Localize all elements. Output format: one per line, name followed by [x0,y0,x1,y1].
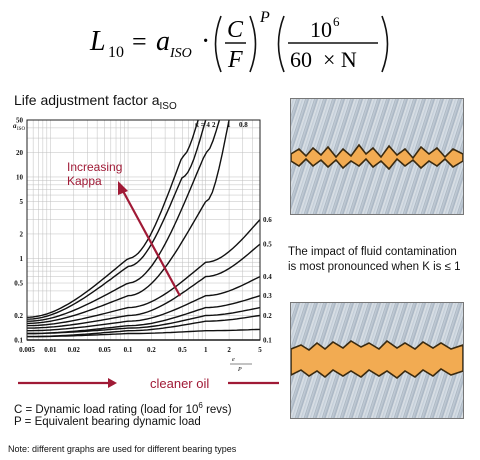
kappa-curve-0_6 [27,219,261,327]
x-tick-label: 0.5 [178,346,187,354]
kappa-right-label: 0.6 [263,216,272,224]
y-tick-label: 50 [16,117,24,125]
x-tick-label: 2 [227,346,231,354]
legend-c-prefix: C = Dynamic load rating (load for 10 [14,403,199,416]
kappa-top-label: 0.8 [239,121,248,129]
x-axis-label-denominator: P [237,367,242,373]
formula-a-sub: ISO [169,46,192,61]
x-tick-label: 0.005 [19,346,35,354]
kappa-top-label: κ = 4 [195,121,210,129]
formula-paren-right-1 [249,15,257,73]
cleaner-oil-label: cleaner oil [150,376,209,391]
y-axis-label: a [13,122,17,130]
formula-ten: 10 [310,17,332,42]
kappa-curve-0_8 [26,119,230,325]
formula-ten-sup: 6 [333,14,340,29]
x-axis-label: e [232,357,235,363]
bearing-image-clean [290,302,464,419]
y-tick-label: 1 [20,255,24,263]
formula-exponent-p: P [259,9,270,26]
formula-denominator: 60 × N [290,47,357,72]
x-tick-label: 0.01 [44,346,57,354]
cleaner-oil-arrow-head [108,378,117,388]
formula-paren-left-1 [214,15,222,73]
kappa-curve-4 [26,119,199,318]
y-tick-label: 5 [20,198,24,206]
chart-grid [26,119,261,341]
contamination-note-line1: The impact of fluid contamination [288,246,457,258]
formula-l-sub: 10 [108,44,124,61]
chart-title-sub: ISO [159,100,177,112]
x-tick-label: 0.1 [124,346,133,354]
legend-p: P = Equivalent bearing dynamic load [14,416,201,428]
arrow-label-line1: Increasing [67,160,122,174]
y-tick-label: 20 [16,149,24,157]
y-tick-label: 0.1 [14,337,23,345]
kappa-curve-0_3 [27,295,261,335]
footnote: Note: different graphs are used for diff… [8,444,237,454]
formula-a: a [156,26,170,57]
kappa-curve-1 [27,119,221,322]
x-tick-label: 1 [204,346,208,354]
bearing-image-contaminated [290,98,464,215]
increasing-kappa-arrow [122,190,181,297]
kappa-right-label: 0.3 [263,292,272,300]
life-equation: L 10 = a ISO · C F P 10 6 60 × N [89,9,389,73]
kappa-curve-2 [26,119,207,320]
kappa-top-label: 2 [212,121,216,129]
legend-c: C = Dynamic load rating (load for 106 re… [14,401,232,416]
chart-title-text: Life adjustment factor a [14,92,160,108]
legend-c-sup: 6 [198,401,203,410]
kappa-right-label: 0.1 [263,337,272,345]
plot-frame [26,119,261,341]
contamination-note: The impact of fluid contamination is mos… [288,245,480,275]
x-tick-label: 0.02 [68,346,81,354]
kappa-curve-0_2 [27,314,261,338]
cleaner-oil-indicator: cleaner oil [18,376,279,391]
formula-equals: = [132,27,147,56]
oil-film-thin [291,143,463,171]
formula-c: C [227,17,244,43]
kappa-right-label: 0.2 [263,312,272,320]
chart-ticks: 0.005 0.01 0.02 0.05 0.1 0.2 0.5 1 2 50.10.20.512… [14,117,272,355]
y-tick-label: 0.5 [14,280,23,288]
chart-curves [26,119,261,341]
formula-paren-left-2 [277,15,285,73]
chart-title: Life adjustment factor aISO [14,92,177,112]
x-tick-label: 5 [258,346,262,354]
formula-f: F [227,47,243,73]
increasing-kappa-arrow-head [118,181,128,195]
legend-c-suffix: revs) [202,403,232,416]
formula-paren-right-2 [381,15,389,73]
y-tick-label: 10 [16,173,24,181]
oil-film-thick [291,339,463,380]
aiso-chart: 0.005 0.01 0.02 0.05 0.1 0.2 0.5 1 2 50.10.20.512… [13,117,272,374]
y-tick-label: 2 [20,230,24,238]
kappa-right-label: 0.5 [263,241,272,249]
formula-dot: · [201,26,210,57]
y-tick-label: 0.2 [14,312,23,320]
bearing-illustration-1 [291,99,463,214]
formula-l: L [89,26,106,57]
kappa-curve-0_5 [27,243,261,329]
bearing-illustration-2 [291,303,463,418]
x-tick-label: 0.2 [147,346,156,354]
arrow-label-line2: Kappa [67,174,102,188]
contamination-note-line2: is most pronounced when K is ≤ 1 [288,261,461,273]
x-tick-label: 0.05 [99,346,112,354]
kappa-top-label: 1 [227,121,231,129]
y-axis-label-sub: ISO [17,127,25,132]
kappa-curve-0_4 [27,275,261,332]
kappa-right-label: 0.4 [263,273,272,281]
